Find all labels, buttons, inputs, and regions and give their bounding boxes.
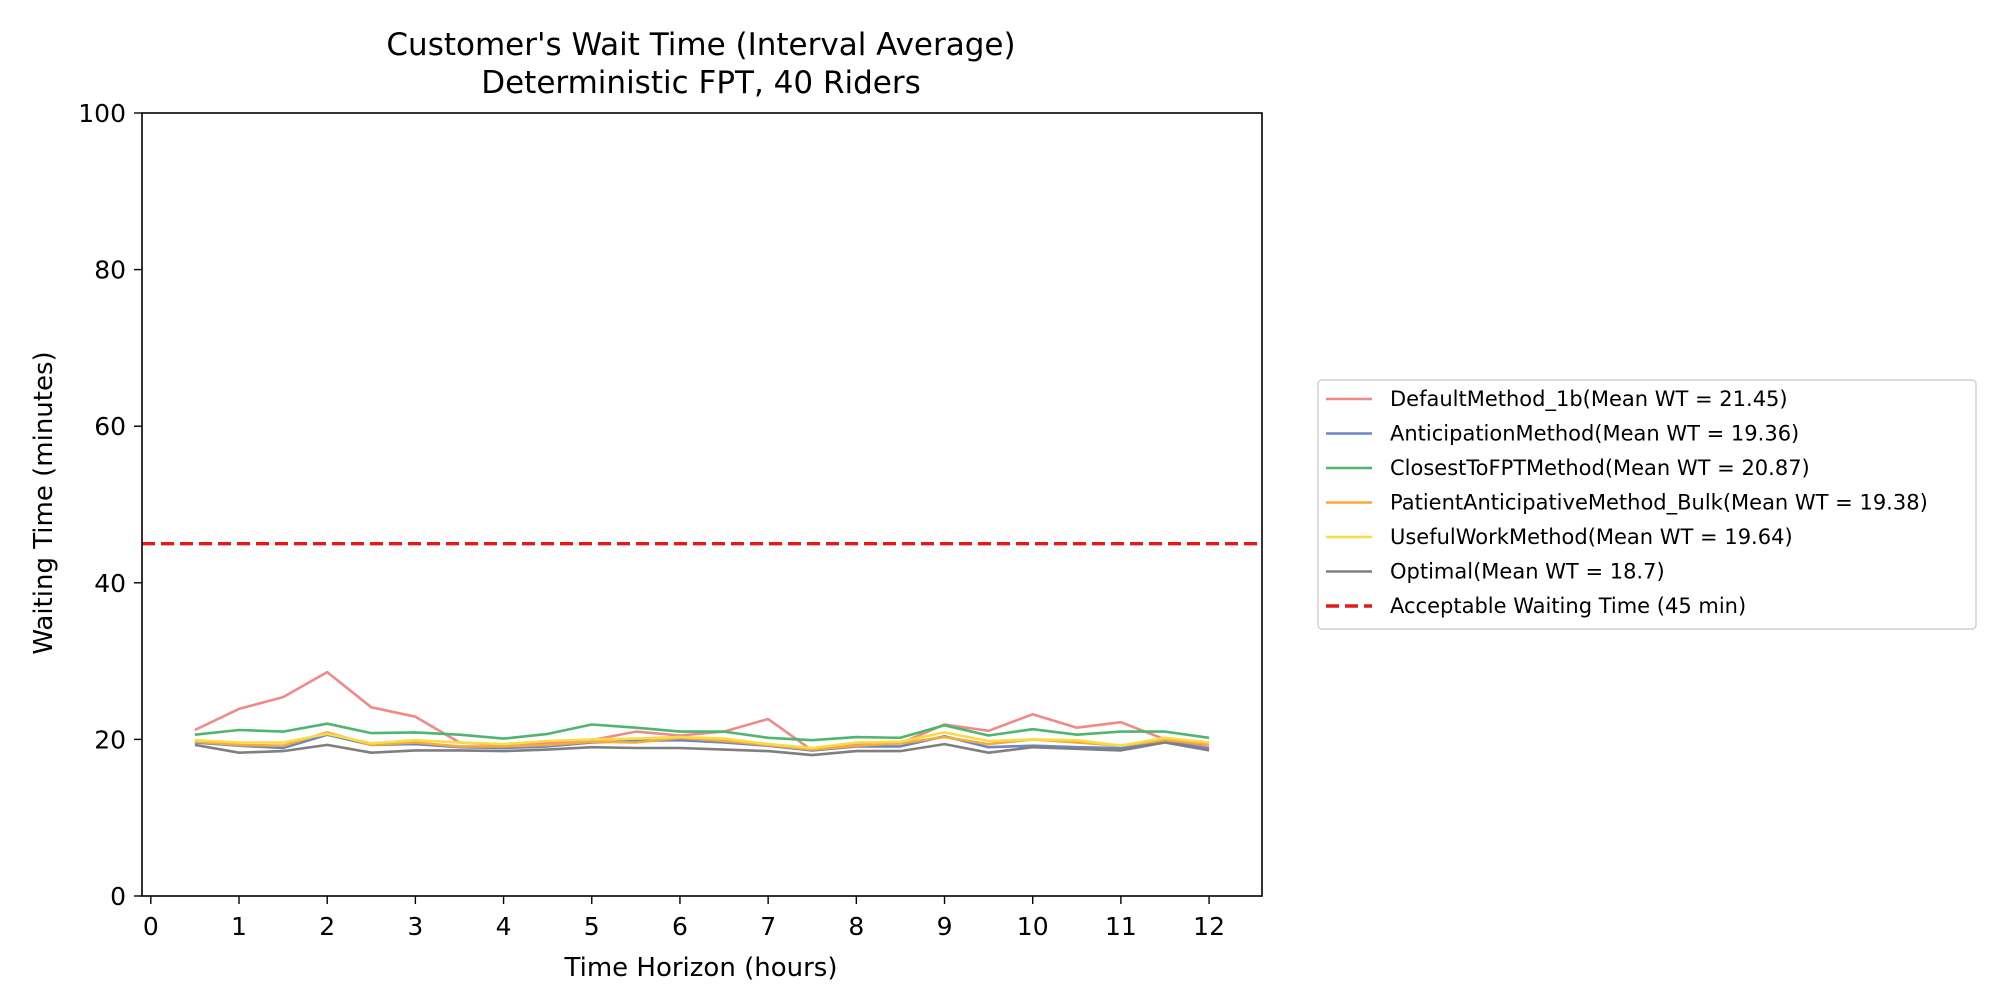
chart-subtitle: Deterministic FPT, 40 Riders (481, 65, 921, 101)
y-tick-label: 60 (94, 412, 126, 441)
x-tick-label: 9 (937, 912, 953, 941)
x-tick-label: 4 (496, 912, 512, 941)
chart-title: Customer's Wait Time (Interval Average) (386, 27, 1015, 63)
y-axis-ticks: 0 20 40 60 80 100 (78, 99, 142, 911)
series-line-2 (194, 722, 1210, 742)
y-axis-label: Waiting Time (minutes) (29, 351, 59, 654)
x-axis-ticks: 0 1 2 3 4 5 6 7 8 9 10 11 12 (143, 896, 1225, 941)
x-tick-label: 2 (319, 912, 335, 941)
y-tick-label: 100 (78, 99, 126, 128)
y-tick-label: 0 (110, 882, 126, 911)
x-tick-label: 7 (760, 912, 776, 941)
x-tick-label: 6 (672, 912, 688, 941)
legend-label-1: AnticipationMethod(Mean WT = 19.36) (1390, 422, 1799, 446)
x-tick-label: 11 (1105, 912, 1137, 941)
axes-frame (141, 112, 1263, 897)
x-tick-label: 5 (584, 912, 600, 941)
legend-label-0: DefaultMethod_1b(Mean WT = 21.45) (1390, 387, 1788, 412)
x-tick-label: 8 (848, 912, 864, 941)
x-tick-label: 0 (143, 912, 159, 941)
x-tick-label: 10 (1017, 912, 1049, 941)
legend-label-3: PatientAnticipativeMethod_Bulk(Mean WT =… (1390, 491, 1928, 516)
x-tick-label: 3 (407, 912, 423, 941)
legend-label-4: UsefulWorkMethod(Mean WT = 19.64) (1390, 525, 1793, 549)
y-tick-label: 40 (94, 569, 126, 598)
x-tick-label: 12 (1193, 912, 1225, 941)
x-tick-label: 1 (231, 912, 247, 941)
legend: DefaultMethod_1b(Mean WT = 21.45) Anticip… (1317, 379, 1977, 630)
series-line-0 (194, 670, 1210, 752)
series-layer (194, 670, 1210, 757)
legend-items: DefaultMethod_1b(Mean WT = 21.45) Anticip… (1326, 387, 1928, 618)
legend-box (1317, 379, 1977, 630)
series-line-4 (194, 731, 1210, 750)
series-line-5 (194, 741, 1210, 757)
legend-label-2: ClosestToFPTMethod(Mean WT = 20.87) (1390, 456, 1810, 480)
plot-area (141, 112, 1263, 897)
y-tick-label: 20 (94, 725, 126, 754)
legend-label-6: Acceptable Waiting Time (45 min) (1390, 594, 1746, 618)
y-tick-label: 80 (94, 256, 126, 285)
legend-label-5: Optimal(Mean WT = 18.7) (1390, 560, 1665, 584)
x-axis-label: Time Horizon (hours) (564, 953, 838, 983)
